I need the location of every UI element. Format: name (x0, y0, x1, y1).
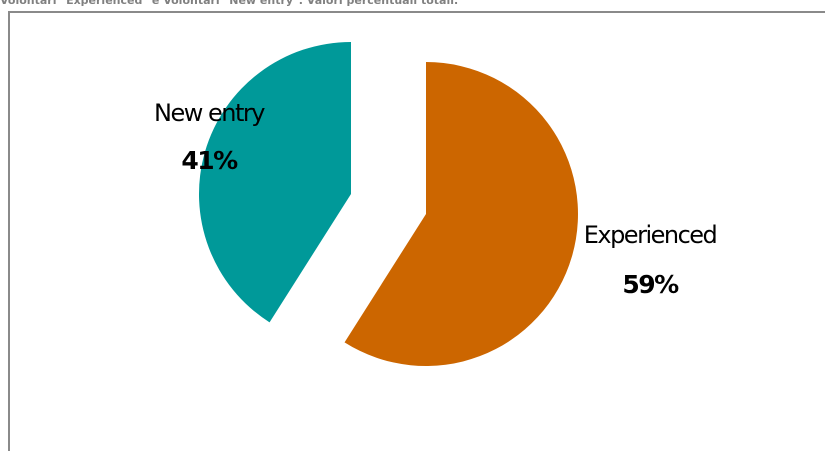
slice-percent-experienced: 59% (622, 270, 679, 299)
pie-slice-new-entry (198, 42, 351, 323)
slice-label-new-entry: New entry (154, 99, 265, 127)
chart-frame (8, 11, 825, 451)
slice-percent-new-entry: 41% (181, 146, 238, 175)
pie-slice-experienced (344, 62, 578, 367)
chart-caption: Volontari "Experienced" e Volontari "New… (0, 0, 459, 7)
slice-label-experienced: Experienced (584, 221, 717, 249)
pie-slices (198, 42, 578, 367)
pie-chart: Experienced 59% New entry 41% (154, 42, 718, 367)
pie-labels: Experienced 59% New entry 41% (154, 99, 718, 299)
